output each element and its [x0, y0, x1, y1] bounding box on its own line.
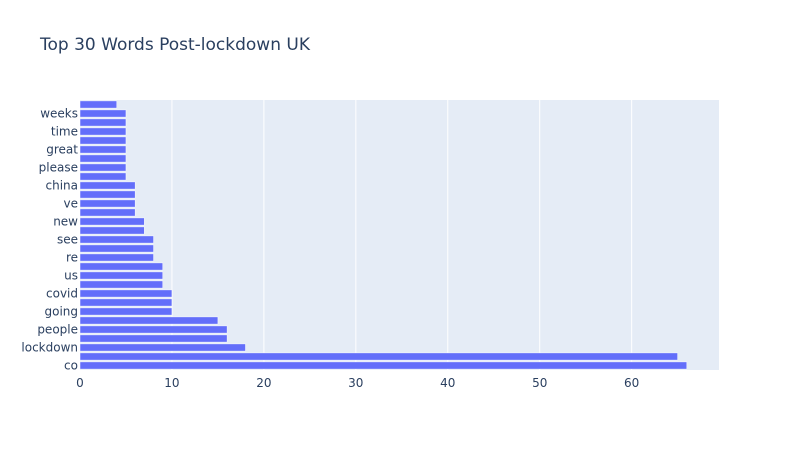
y-tick-labels: co lockdown people going covid us re see new ve ch…	[21, 107, 78, 373]
bar	[79, 226, 145, 235]
y-tick-label: china	[46, 179, 79, 193]
x-tick-label: 30	[348, 376, 363, 390]
x-tick-labels: 0 10 20 30 40 50 60	[76, 376, 639, 390]
gridlines	[171, 100, 633, 370]
bar	[79, 361, 688, 370]
bar	[79, 262, 163, 271]
y-tick-label: time	[51, 125, 78, 139]
x-tick-label: 60	[624, 376, 639, 390]
bar	[79, 199, 136, 208]
bar	[79, 253, 154, 262]
bar	[79, 208, 136, 217]
y-tick-label: great	[46, 143, 78, 157]
chart-title: Top 30 Words Post-lockdown UK	[39, 35, 311, 55]
bar	[79, 190, 136, 199]
bar	[79, 352, 678, 361]
bar	[79, 271, 163, 280]
y-tick-label: going	[44, 305, 78, 319]
bar	[79, 136, 127, 145]
bar	[79, 118, 127, 127]
bar	[79, 325, 228, 334]
x-tick-label: 20	[256, 376, 271, 390]
bar	[79, 298, 173, 307]
bar	[79, 109, 127, 118]
bar	[79, 316, 219, 325]
y-tick-label: us	[64, 269, 78, 283]
y-tick-label: please	[39, 161, 78, 175]
y-tick-label: ve	[64, 197, 78, 211]
y-tick-label: lockdown	[21, 341, 78, 355]
bar	[79, 244, 154, 253]
bar	[79, 127, 127, 136]
y-tick-label: co	[64, 359, 78, 373]
y-tick-label: covid	[46, 287, 78, 301]
plot-area	[80, 100, 719, 370]
y-tick-label: weeks	[40, 107, 78, 121]
bar	[79, 154, 127, 163]
bar	[79, 181, 136, 190]
bar	[79, 217, 145, 226]
bar	[79, 289, 173, 298]
y-tick-label: people	[37, 323, 78, 337]
y-tick-label: see	[57, 233, 78, 247]
bar	[79, 100, 118, 109]
bar	[79, 343, 246, 352]
bar	[79, 307, 173, 316]
bars	[79, 100, 688, 370]
x-tick-label: 10	[164, 376, 179, 390]
x-tick-label: 40	[440, 376, 455, 390]
bar	[79, 145, 127, 154]
y-tick-label: re	[66, 251, 78, 265]
bar	[79, 334, 228, 343]
x-tick-label: 50	[532, 376, 547, 390]
y-tick-label: new	[53, 215, 78, 229]
bar	[79, 280, 163, 289]
bar	[79, 172, 127, 181]
bar	[79, 235, 154, 244]
x-tick-label: 0	[76, 376, 84, 390]
bar	[79, 163, 127, 172]
